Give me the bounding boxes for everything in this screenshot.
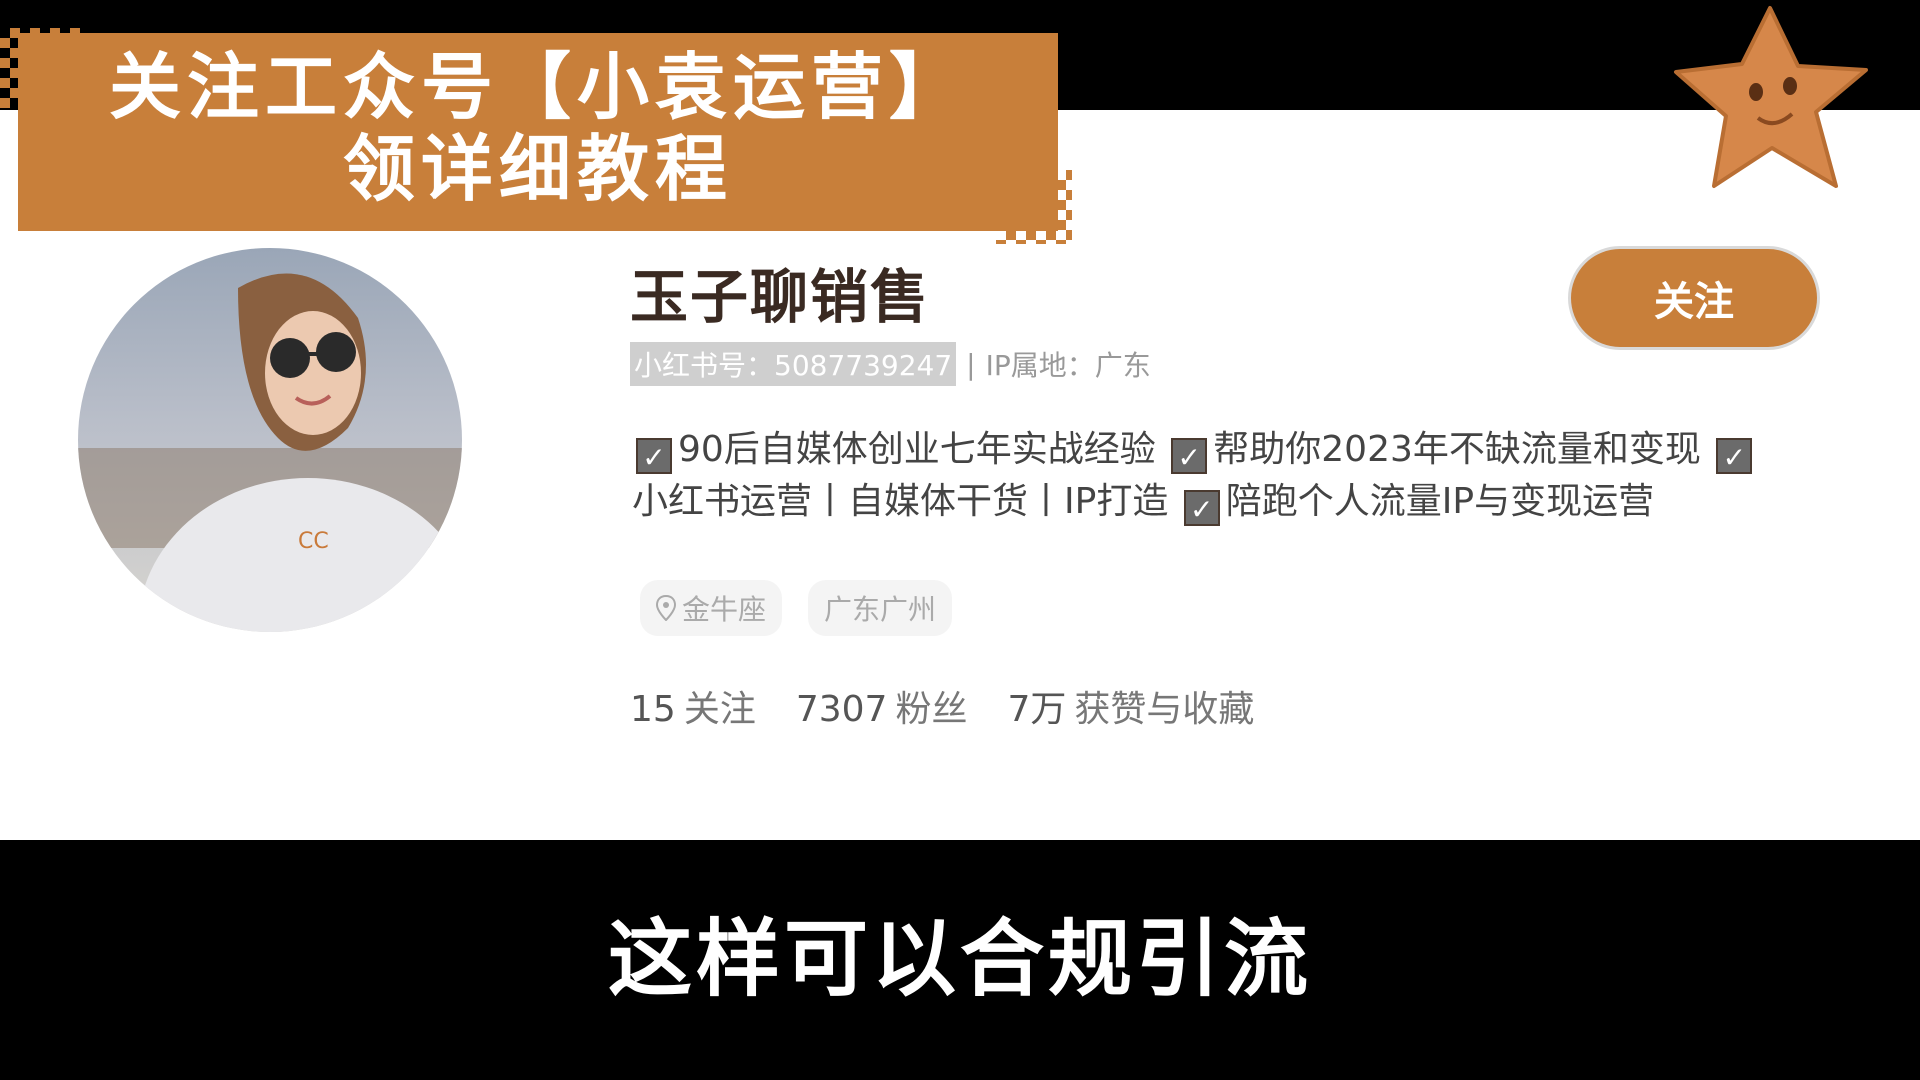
banner-line-1: 关注工众号【小袁运营】 <box>108 45 967 129</box>
tag-label: 金牛座 <box>682 593 767 626</box>
bio-segment: 小红书运营丨自媒体干货丨IP打造 <box>632 481 1169 522</box>
checkbox-icon: ✓ <box>1716 438 1753 474</box>
stat-label: 关注 <box>683 689 756 730</box>
follow-button[interactable]: 关注 <box>1568 246 1820 350</box>
tag-zodiac: 金牛座 <box>640 580 783 636</box>
stat-label: 获赞与收藏 <box>1074 689 1255 730</box>
tag-region: 广东广州 <box>808 580 953 636</box>
svg-text:CC: CC <box>298 529 329 554</box>
stat-followers[interactable]: 7307 粉丝 <box>796 680 968 732</box>
account-id[interactable]: 小红书号：5087739247 <box>630 342 957 386</box>
checkbox-icon: ✓ <box>1171 438 1208 474</box>
stat-following[interactable]: 15 关注 <box>630 680 756 732</box>
location-pin-icon <box>656 595 676 621</box>
checker-decoration <box>0 28 80 108</box>
bio-segment: 90后自媒体创业七年实战经验 <box>678 429 1156 470</box>
stat-value: 7307 <box>795 689 888 730</box>
stat-likes: 7万 获赞与收藏 <box>1007 680 1254 732</box>
profile-name: 玉子聊销售 <box>630 263 931 331</box>
video-subtitle: 这样可以合规引流 <box>607 910 1312 1008</box>
profile-tags: 金牛座 广东广州 <box>640 580 953 636</box>
checkbox-icon: ✓ <box>636 438 672 474</box>
stat-value: 7万 <box>1007 689 1067 730</box>
promo-banner: 关注工众号【小袁运营】 领详细教程 <box>18 33 1058 231</box>
profile-bio: ✓ 90后自媒体创业七年实战经验 ✓ 帮助你2023年不缺流量和变现 ✓ 小红书运营… <box>632 424 1792 528</box>
star-mascot-icon <box>1674 6 1868 188</box>
bio-segment: 陪跑个人流量IP与变现运营 <box>1225 481 1655 522</box>
stat-value: 15 <box>630 689 676 730</box>
checker-decoration <box>996 170 1072 244</box>
bio-segment: 帮助你2023年不缺流量和变现 <box>1213 429 1701 470</box>
checkbox-icon: ✓ <box>1183 490 1220 526</box>
profile-stats: 15 关注 7307 粉丝 7万 获赞与收藏 <box>630 680 1254 732</box>
tag-label: 广东广州 <box>824 593 937 626</box>
stat-label: 粉丝 <box>895 689 968 730</box>
account-info: 小红书号：5087739247 | IP属地：广东 <box>630 342 1151 386</box>
separator: | <box>966 347 976 381</box>
ip-location: IP属地：广东 <box>985 349 1151 382</box>
avatar[interactable]: CC <box>78 248 462 632</box>
banner-line-2: 领详细教程 <box>342 127 733 211</box>
